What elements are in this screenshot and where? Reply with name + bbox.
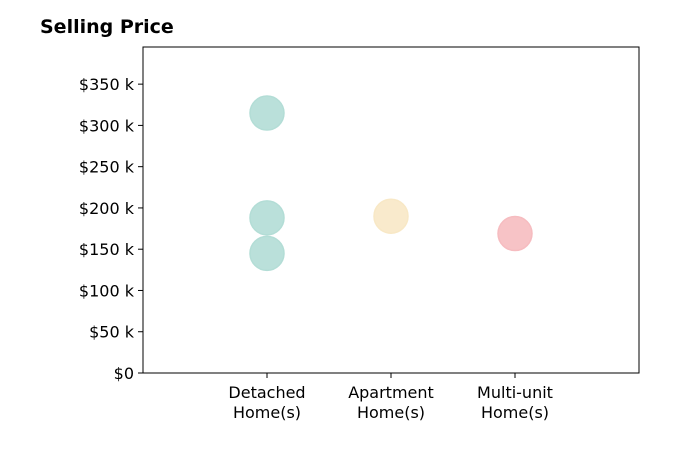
x-tick-label: Detached Home(s) xyxy=(228,383,305,422)
x-tick-label: Apartment Home(s) xyxy=(348,383,434,422)
y-tick-label: $250 k xyxy=(79,158,135,177)
y-tick-label: $100 k xyxy=(79,281,135,300)
y-tick-label: $50 k xyxy=(89,323,135,342)
data-point xyxy=(249,95,285,131)
chart-title: Selling Price xyxy=(40,16,174,38)
y-tick-label: $300 k xyxy=(79,116,135,135)
y-tick-label: $200 k xyxy=(79,199,135,218)
y-tick-label: $150 k xyxy=(79,240,135,259)
data-point xyxy=(497,215,533,252)
y-tick-label: $0 xyxy=(114,364,134,383)
x-tick-label: Multi-unit Home(s) xyxy=(477,383,553,422)
data-point xyxy=(249,235,285,272)
y-axis: $0 $50 k $100 k $150 k $200 k $250 k $300 k $35… xyxy=(79,75,143,383)
data-point xyxy=(249,200,285,236)
points-layer xyxy=(249,95,533,272)
y-tick-label: $350 k xyxy=(79,75,135,94)
x-axis: Detached Home(s) Apartment Home(s) Multi-uni… xyxy=(228,373,553,422)
data-point xyxy=(373,198,409,234)
